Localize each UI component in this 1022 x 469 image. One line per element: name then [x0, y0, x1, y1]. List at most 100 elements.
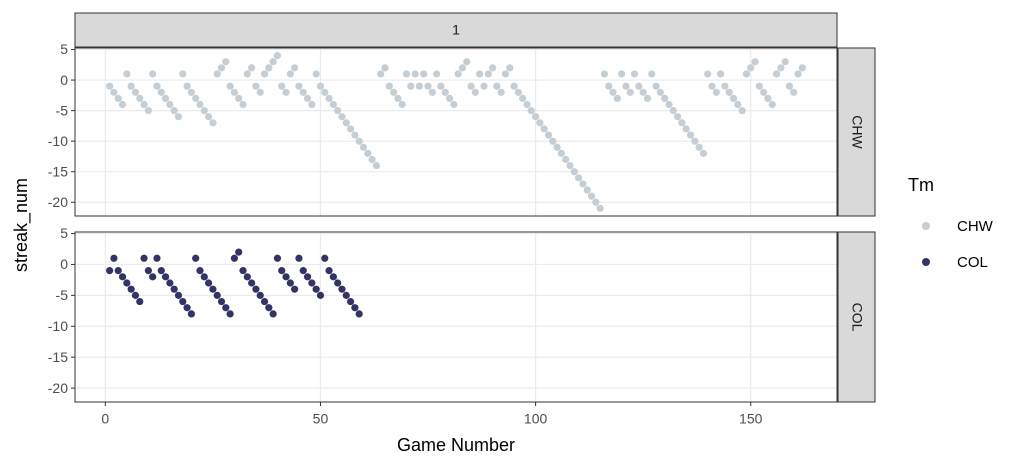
y-tick-label: -5	[56, 287, 69, 303]
point	[217, 64, 226, 72]
y-tick-label: -15	[48, 349, 68, 365]
point	[540, 125, 548, 133]
point	[123, 70, 131, 78]
point	[110, 88, 118, 96]
point	[131, 88, 140, 96]
point	[286, 279, 294, 287]
point	[303, 273, 312, 281]
point	[187, 88, 195, 96]
point	[794, 70, 802, 78]
x-tick-label: 50	[313, 411, 329, 427]
point	[123, 279, 131, 287]
point	[269, 58, 277, 66]
point	[342, 291, 350, 299]
point	[613, 94, 621, 102]
point	[226, 310, 234, 318]
point	[665, 100, 673, 109]
point	[510, 82, 518, 90]
point	[153, 82, 161, 90]
point	[579, 180, 587, 188]
point	[643, 94, 652, 102]
point	[312, 285, 320, 293]
point	[519, 94, 527, 102]
point	[217, 297, 226, 306]
point	[183, 82, 191, 90]
point	[717, 70, 725, 78]
point	[669, 107, 677, 115]
point	[734, 100, 742, 109]
point	[760, 88, 768, 96]
point	[144, 267, 152, 275]
facet-strip	[837, 231, 876, 403]
point	[291, 285, 299, 293]
point	[682, 125, 690, 133]
facet-label: CHW	[849, 115, 865, 149]
point	[153, 254, 161, 262]
point	[243, 273, 251, 281]
point	[764, 94, 772, 102]
point	[127, 82, 135, 90]
point	[334, 279, 342, 287]
y-tick-label: 5	[60, 225, 68, 241]
point	[351, 304, 359, 312]
point	[179, 70, 187, 78]
point	[157, 267, 165, 275]
point	[381, 64, 389, 72]
point	[536, 119, 544, 127]
point	[678, 119, 686, 127]
point	[600, 70, 609, 78]
legend-marker	[922, 258, 930, 266]
point	[308, 279, 316, 287]
facet-strip	[837, 47, 876, 217]
point	[286, 70, 294, 78]
point	[213, 70, 221, 78]
point	[248, 279, 256, 287]
facet-label: COL	[849, 303, 865, 332]
point	[303, 94, 312, 102]
point	[407, 82, 415, 90]
point	[372, 162, 381, 170]
point	[192, 254, 200, 262]
point	[635, 82, 643, 90]
point	[334, 107, 342, 115]
point	[316, 82, 325, 90]
point	[648, 70, 656, 78]
point	[691, 137, 699, 145]
point	[260, 70, 269, 78]
point	[566, 162, 574, 170]
point	[213, 291, 221, 299]
point	[196, 100, 204, 109]
point	[544, 131, 553, 139]
point	[106, 82, 114, 90]
point	[243, 70, 251, 78]
point	[450, 100, 458, 109]
point	[704, 70, 712, 78]
point	[712, 88, 720, 96]
point	[777, 64, 785, 72]
point	[161, 273, 170, 281]
point	[583, 186, 591, 194]
point	[174, 113, 183, 121]
point	[196, 267, 204, 275]
point	[144, 107, 152, 115]
point	[480, 82, 488, 90]
point	[592, 198, 600, 206]
y-axis-label: streak_num	[11, 178, 32, 272]
point	[342, 119, 350, 127]
x-axis-label: Game Number	[397, 435, 515, 455]
point	[772, 70, 781, 78]
point	[127, 285, 135, 293]
point	[355, 137, 363, 145]
point	[394, 94, 402, 102]
point	[661, 94, 669, 102]
point	[239, 267, 247, 275]
point	[557, 149, 566, 157]
y-tick-label: -20	[48, 194, 68, 210]
point	[527, 107, 535, 115]
point	[656, 88, 664, 96]
point	[454, 70, 462, 78]
point	[118, 100, 127, 109]
y-tick-label: -15	[48, 163, 68, 179]
point	[295, 254, 303, 262]
point	[308, 100, 316, 109]
